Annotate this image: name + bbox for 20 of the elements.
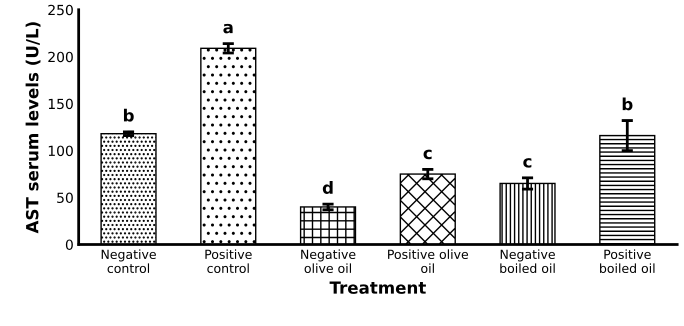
annotation: d (322, 181, 333, 194)
x-tick-label: Negative olive oil (301, 249, 356, 274)
annotation: b (622, 97, 632, 110)
x-tick-label: Negative control (102, 249, 156, 274)
annotation: b (124, 108, 134, 122)
annotation: c (523, 158, 532, 168)
y-tick-label: 50 (57, 192, 73, 204)
y-tick-label: 0 (66, 239, 73, 250)
x-tick-label: Positive olive oil (388, 249, 468, 274)
y-tick-label: 150 (48, 98, 73, 110)
y-tick-label: 200 (48, 52, 73, 62)
annotation: c (424, 150, 432, 160)
y-tick-label: 250 (48, 4, 73, 16)
y-tick-label: 100 (48, 146, 73, 156)
annotation: a (223, 24, 233, 34)
y-axis-title: AST serum levels (U/L) (26, 22, 40, 234)
x-tick-label: Positive boiled oil (600, 249, 654, 274)
x-tick-label: Positive control (205, 249, 252, 274)
x-axis-title: Treatment (330, 282, 426, 294)
x-tick-label: Negative boiled oil (500, 249, 555, 274)
